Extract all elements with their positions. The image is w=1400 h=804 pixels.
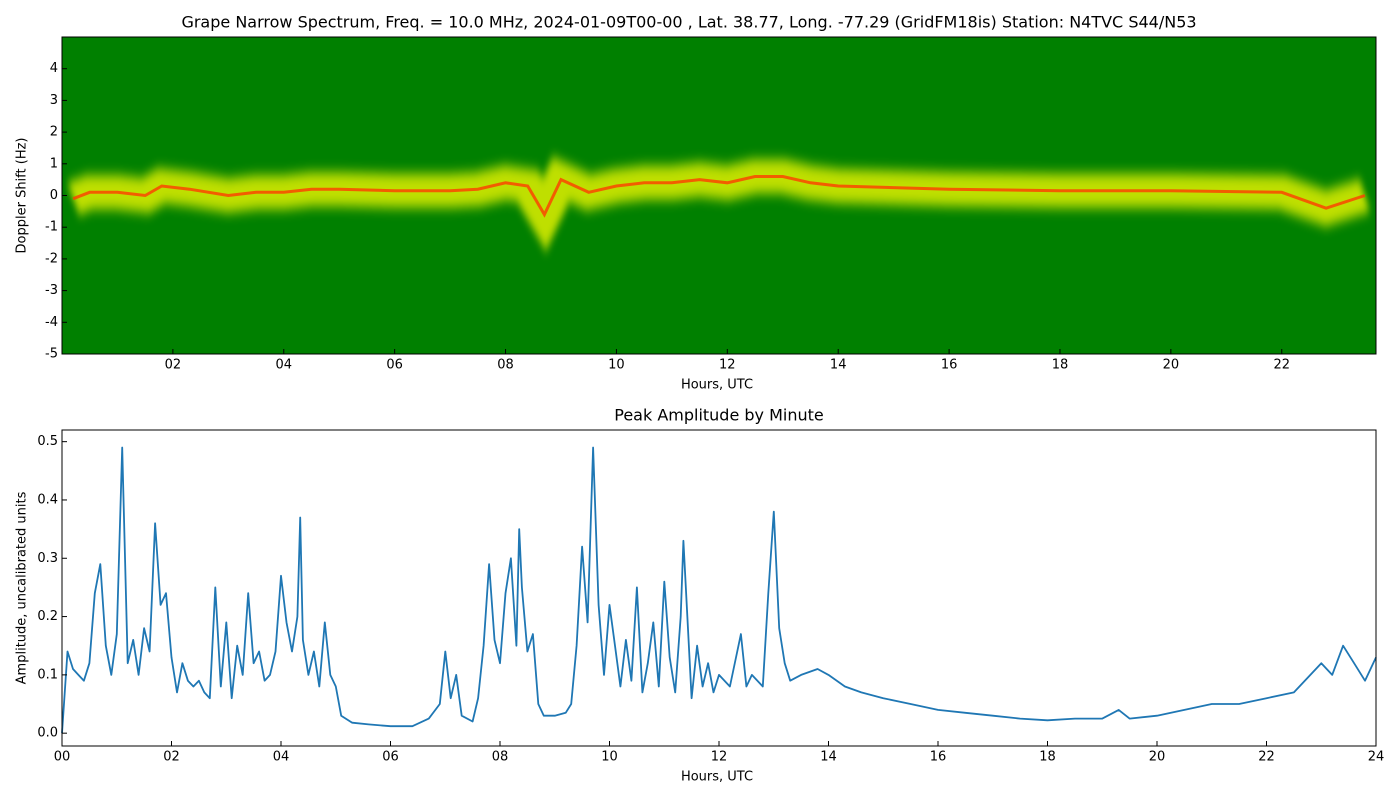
x-tick-label: 18 bbox=[1052, 358, 1069, 373]
chart-title: Grape Narrow Spectrum, Freq. = 10.0 MHz,… bbox=[181, 13, 1196, 32]
x-tick-label: 12 bbox=[711, 750, 728, 765]
x-tick-label: 18 bbox=[1039, 750, 1056, 765]
y-tick-label: 1 bbox=[50, 156, 58, 171]
y-tick-label: 0.0 bbox=[37, 726, 58, 741]
x-tick-label: 20 bbox=[1149, 750, 1166, 765]
x-tick-label: 24 bbox=[1368, 750, 1385, 765]
x-tick-label: 14 bbox=[820, 750, 837, 765]
y-tick-label: 4 bbox=[50, 61, 58, 76]
x-tick-label: 06 bbox=[382, 750, 399, 765]
y-tick-label: 2 bbox=[50, 125, 58, 140]
x-tick-label: 02 bbox=[163, 750, 180, 765]
y-tick-label: 0.2 bbox=[37, 609, 58, 624]
x-tick-label: 04 bbox=[273, 750, 290, 765]
x-tick-label: 14 bbox=[830, 358, 847, 373]
y-tick-label: 0.4 bbox=[37, 492, 58, 507]
x-tick-label: 00 bbox=[54, 750, 71, 765]
x-tick-label: 02 bbox=[165, 358, 182, 373]
x-axis-label: Hours, UTC bbox=[681, 770, 753, 785]
x-tick-label: 20 bbox=[1163, 358, 1180, 373]
y-tick-label: -1 bbox=[45, 220, 58, 235]
x-tick-label: 08 bbox=[492, 750, 509, 765]
y-tick-label: -3 bbox=[45, 283, 58, 298]
y-tick-label: 0.1 bbox=[37, 667, 58, 682]
x-tick-label: 16 bbox=[930, 750, 947, 765]
chart-title: Peak Amplitude by Minute bbox=[614, 406, 824, 425]
spectrogram-traces bbox=[66, 157, 1371, 251]
y-tick-label: -2 bbox=[45, 251, 58, 266]
x-tick-label: 10 bbox=[601, 750, 618, 765]
x-tick-label: 08 bbox=[497, 358, 514, 373]
signal-trace bbox=[72, 175, 1366, 218]
x-tick-label: 10 bbox=[608, 358, 625, 373]
x-tick-label: 06 bbox=[386, 358, 403, 373]
axes-frame bbox=[61, 429, 1377, 747]
y-tick-label: -4 bbox=[45, 315, 58, 330]
line bbox=[61, 446, 1377, 734]
x-tick-label: 12 bbox=[719, 358, 736, 373]
x-axis-label: Hours, UTC bbox=[681, 378, 753, 393]
x-tick-label: 04 bbox=[275, 358, 292, 373]
y-tick-label: -5 bbox=[45, 347, 58, 362]
y-tick-label: 3 bbox=[50, 93, 58, 108]
x-tick-label: 22 bbox=[1273, 358, 1290, 373]
y-axis-label: Doppler Shift (Hz) bbox=[15, 138, 30, 254]
x-tick-label: 22 bbox=[1258, 750, 1275, 765]
y-tick-label: 0.5 bbox=[37, 434, 58, 449]
x-tick-label: 16 bbox=[941, 358, 958, 373]
y-axis-label: Amplitude, uncalibrated units bbox=[15, 491, 30, 684]
y-tick-label: 0 bbox=[50, 188, 58, 203]
y-tick-label: 0.3 bbox=[37, 551, 58, 566]
